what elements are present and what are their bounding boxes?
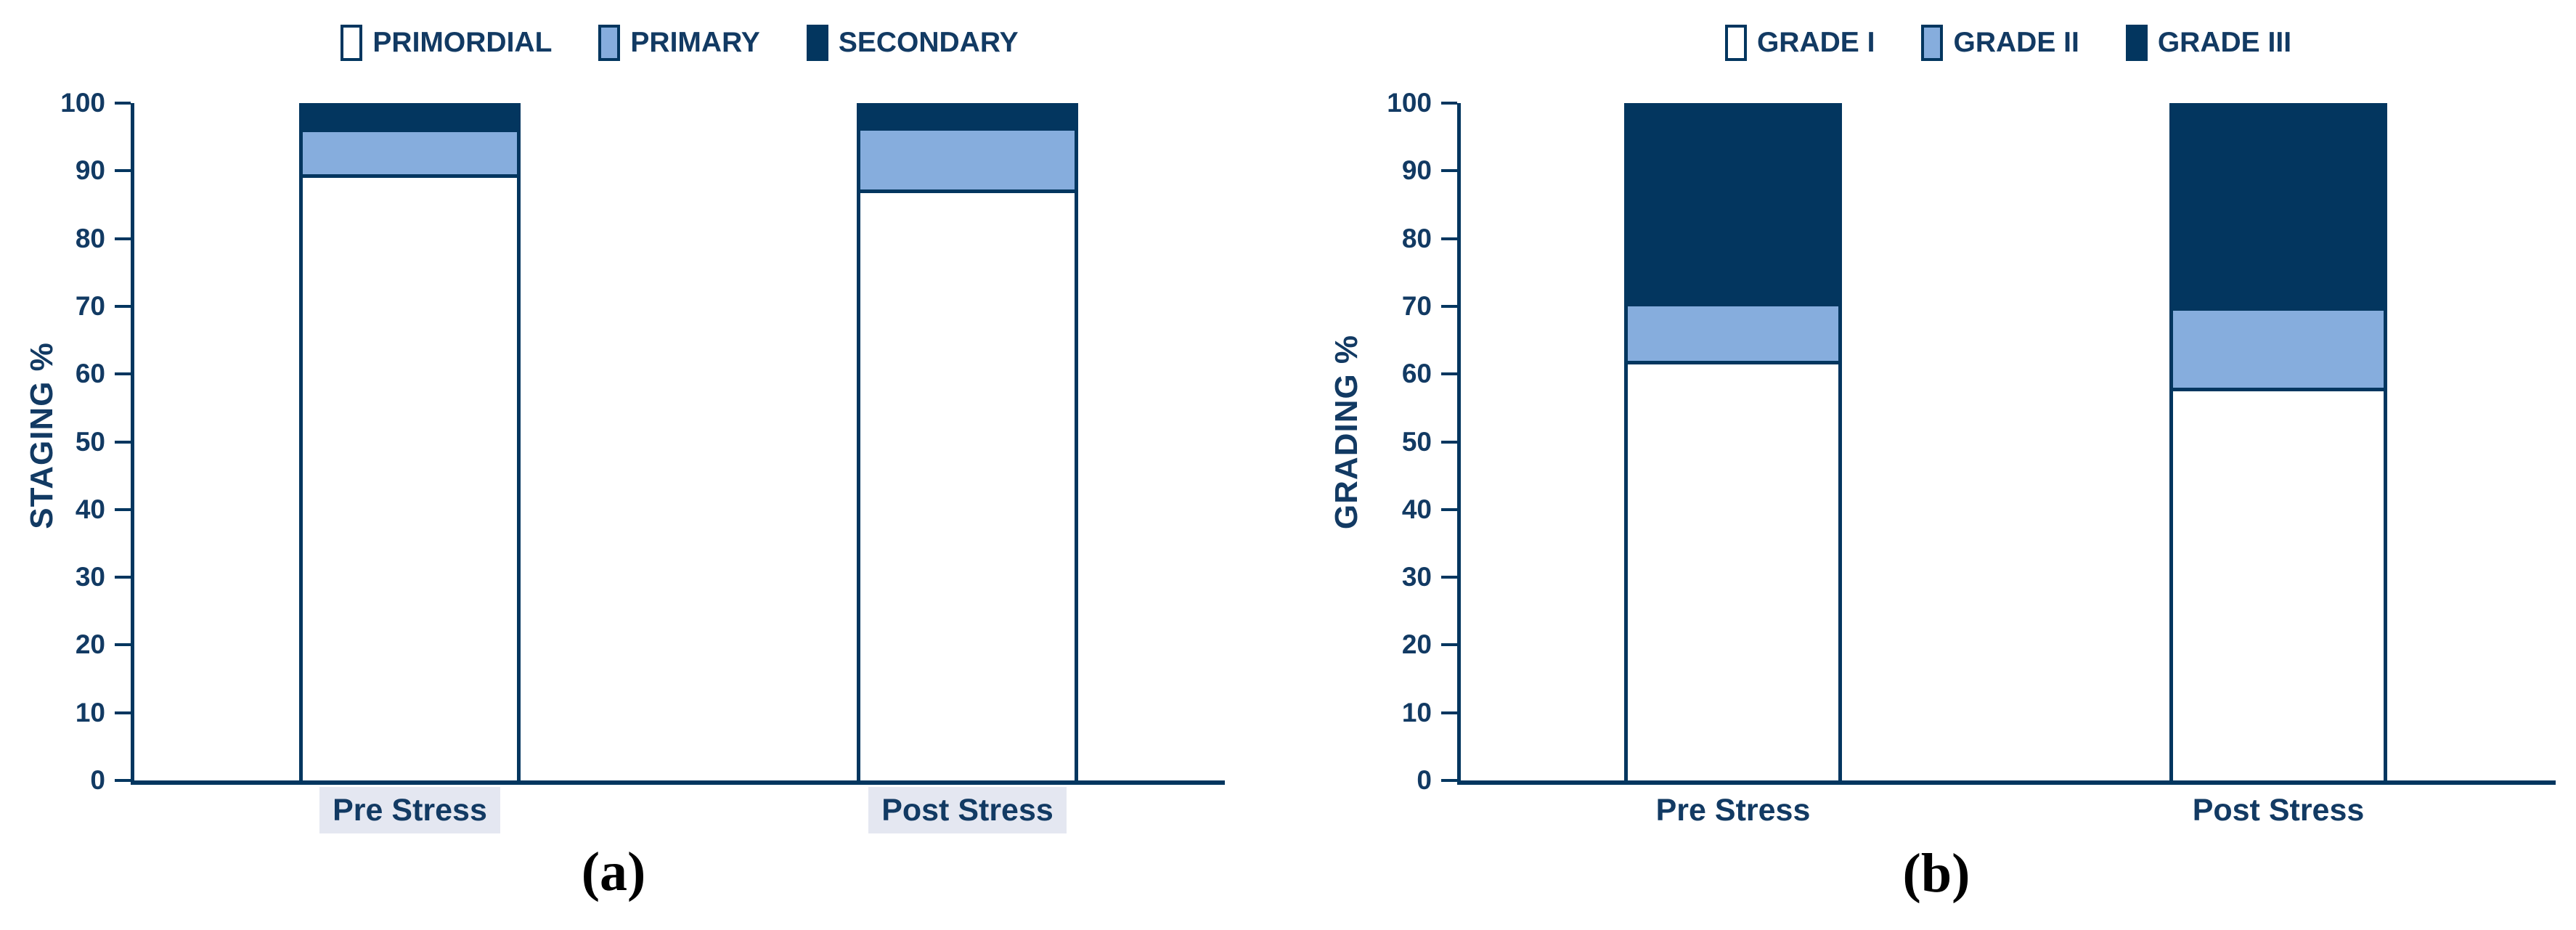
bar-segment-secondary-pre-stress — [299, 103, 521, 133]
legend-label: GRADE I — [1756, 27, 1875, 58]
legend: PRIMORDIAL PRIMARY SECONDARY — [134, 25, 1225, 61]
y-tick — [1441, 304, 1457, 308]
y-tick — [115, 507, 131, 511]
x-category-label-text: Post Stress — [2192, 793, 2365, 828]
y-tick-label: 20 — [1401, 629, 1432, 660]
legend-swatch-primordial-icon — [341, 25, 363, 61]
y-tick-label: 40 — [75, 494, 105, 524]
y-tick — [1441, 711, 1457, 714]
y-tick — [115, 237, 131, 240]
bar-segment-grade-ii-pre-stress — [1624, 306, 1842, 361]
legend-item-primary: PRIMARY — [598, 25, 760, 61]
bar-segment-grade-i-pre-stress — [1624, 360, 1842, 780]
legend-swatch-secondary-icon — [806, 25, 828, 61]
y-tick-label: 60 — [75, 359, 105, 389]
bar-segment-primary-post-stress — [857, 131, 1078, 189]
legend-item-grade-i: GRADE I — [1724, 25, 1875, 61]
y-tick — [1441, 440, 1457, 444]
y-tick-label: 100 — [1387, 88, 1432, 118]
caption-a: (a) — [581, 841, 646, 902]
y-tick — [115, 169, 131, 173]
y-tick — [115, 440, 131, 444]
bar-segment-grade-ii-post-stress — [2169, 311, 2387, 388]
legend-swatch-grade-iii-icon — [2125, 25, 2148, 61]
bar-segment-primary-pre-stress — [299, 132, 521, 174]
y-tick-label: 20 — [75, 629, 105, 660]
legend-label: SECONDARY — [838, 27, 1019, 58]
y-tick-label: 70 — [75, 290, 105, 321]
y-tick — [1441, 779, 1457, 782]
bar-segment-grade-i-post-stress — [2169, 387, 2387, 780]
y-axis-line — [131, 103, 134, 784]
y-tick-label: 50 — [1401, 426, 1432, 457]
y-tick-label: 10 — [75, 697, 105, 727]
legend-item-secondary: SECONDARY — [806, 25, 1019, 61]
legend-item-grade-iii: GRADE III — [2125, 25, 2292, 61]
y-tick — [115, 576, 131, 579]
y-tick — [115, 372, 131, 376]
legend-label: GRADE III — [2157, 27, 2292, 58]
bar-post-stress — [2169, 103, 2387, 780]
bar-segment-primordial-post-stress — [857, 189, 1078, 780]
y-tick-label: 50 — [75, 426, 105, 457]
y-tick-label: 90 — [75, 155, 105, 186]
y-tick — [115, 102, 131, 105]
x-category-label-pre-stress: Pre Stress — [1552, 793, 1915, 828]
x-category-label-post-stress: Post Stress — [786, 787, 1149, 833]
y-tick — [115, 643, 131, 647]
y-tick-label: 100 — [60, 88, 105, 118]
y-tick-label: 90 — [1401, 155, 1432, 186]
legend-label: PRIMORDIAL — [372, 27, 553, 58]
bar-pre-stress — [1624, 103, 1842, 780]
y-tick — [115, 779, 131, 782]
legend-label: PRIMARY — [630, 27, 760, 58]
y-tick-label: 30 — [75, 562, 105, 592]
x-category-label-text: Pre Stress — [1655, 793, 1811, 828]
y-tick-label: 80 — [75, 223, 105, 253]
y-tick-label: 70 — [1401, 290, 1432, 321]
x-category-label-post-stress: Post Stress — [2097, 793, 2460, 828]
bar-segment-primordial-pre-stress — [299, 174, 521, 780]
y-tick-label: 10 — [1401, 697, 1432, 727]
y-tick-label: 0 — [90, 765, 105, 795]
x-axis-line — [1457, 780, 2556, 785]
y-tick — [1441, 237, 1457, 240]
y-tick-label: 0 — [1417, 765, 1432, 795]
y-tick-label: 80 — [1401, 223, 1432, 253]
y-tick-label: 30 — [1401, 562, 1432, 592]
x-axis-line — [131, 780, 1225, 785]
legend-item-grade-ii: GRADE II — [1921, 25, 2079, 61]
x-category-label-pre-stress: Pre Stress — [229, 787, 592, 833]
bar-pre-stress — [299, 103, 521, 780]
y-tick — [115, 304, 131, 308]
legend-swatch-grade-i-icon — [1724, 25, 1747, 61]
caption-b: (b) — [1902, 843, 1970, 904]
legend-label: GRADE II — [1953, 27, 2079, 58]
y-tick-label: 40 — [1401, 494, 1432, 524]
x-category-label-text: Pre Stress — [319, 787, 500, 833]
y-tick — [1441, 169, 1457, 173]
y-tick — [1441, 372, 1457, 376]
y-tick — [1441, 643, 1457, 647]
x-category-label-text: Post Stress — [868, 787, 1067, 833]
bar-post-stress — [857, 103, 1078, 780]
y-tick-label: 60 — [1401, 359, 1432, 389]
bar-segment-grade-iii-post-stress — [2169, 103, 2387, 311]
legend-swatch-grade-ii-icon — [1921, 25, 1944, 61]
y-tick — [115, 711, 131, 714]
bar-segment-grade-iii-pre-stress — [1624, 103, 1842, 306]
y-tick — [1441, 507, 1457, 511]
legend: GRADE I GRADE II GRADE III — [1461, 25, 2556, 61]
y-tick — [1441, 576, 1457, 579]
y-tick — [1441, 102, 1457, 105]
bar-segment-secondary-post-stress — [857, 103, 1078, 131]
y-axis-line — [1457, 103, 1461, 784]
legend-item-primordial: PRIMORDIAL — [341, 25, 552, 61]
legend-swatch-primary-icon — [598, 25, 621, 61]
